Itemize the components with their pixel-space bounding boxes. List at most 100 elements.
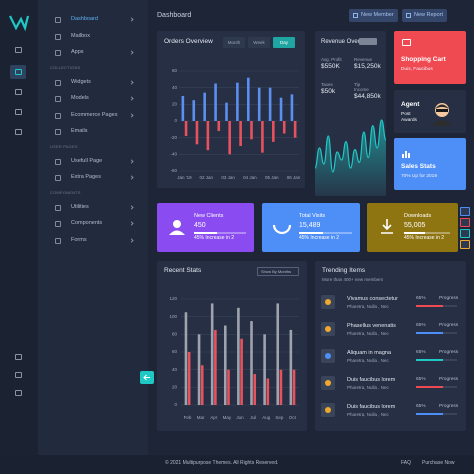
bar: [239, 121, 242, 146]
footer-link[interactable]: FAQ: [401, 460, 412, 466]
menu-item[interactable]: Widgets: [71, 78, 91, 85]
tab-label[interactable]: Month: [227, 39, 241, 45]
x-tick-label: 06 Jan: [287, 175, 301, 180]
y-tick-label: -60: [170, 168, 177, 173]
menu-icon: [55, 17, 61, 23]
x-tick-label: Jun: [236, 415, 244, 420]
chevron: [129, 112, 134, 118]
stat-progress: [194, 232, 218, 234]
x-tick-label: Jul: [250, 415, 256, 420]
menu-item[interactable]: Mailbox: [71, 32, 90, 39]
cart-icon: [402, 39, 411, 46]
stat-progress: [299, 232, 323, 234]
x-tick-label: 04 Jan: [243, 175, 257, 180]
dropdown-label[interactable]: Show By Months: [261, 269, 292, 274]
menu-item[interactable]: Components: [71, 220, 103, 226]
y-tick-label: 40: [172, 85, 178, 90]
item-percent: 65%: [416, 377, 426, 382]
section-title: COMPONENTS: [50, 189, 81, 195]
x-tick-label: Jan '19: [177, 175, 192, 180]
visits-icon: [272, 224, 292, 235]
item-name: Duis faucibus lorem: [347, 377, 396, 383]
page-title: Dashboard: [157, 12, 192, 19]
bar: [192, 100, 196, 121]
header-button[interactable]: New Report: [402, 9, 447, 22]
item-status: Progress: [439, 350, 459, 355]
y-tick-label: 120: [169, 296, 177, 301]
chart: [272, 224, 292, 235]
chevron: [129, 79, 134, 85]
header-button[interactable]: New Member: [349, 9, 398, 22]
menu-item[interactable]: Extra Pages: [71, 174, 101, 180]
menu-icon: [55, 175, 61, 181]
menu-item[interactable]: Emails: [71, 128, 88, 134]
bar: [181, 96, 185, 121]
collapse-button[interactable]: [140, 371, 154, 384]
side-card-subtitle: Post Awards: [401, 112, 417, 123]
nav-icon: [15, 354, 22, 360]
x-tick-label: May: [223, 415, 232, 420]
button-label[interactable]: New Member: [361, 12, 394, 18]
x-tick-label: Apr: [210, 415, 218, 420]
item-name: Duis faucibus lorem: [347, 404, 396, 410]
y-tick-label: 100: [169, 314, 177, 319]
bar: [236, 82, 239, 121]
button-label[interactable]: New Report: [414, 12, 444, 18]
item-icon-glyph: [325, 380, 331, 386]
menu-icon: [55, 129, 61, 135]
menu-icon: [55, 50, 61, 56]
stat-card: Downloads 55,005 45% Increase in 2: [367, 203, 458, 252]
side-card-title: Sales Stats: [401, 163, 436, 170]
bar: [253, 374, 257, 405]
tab[interactable]: Month: [223, 37, 245, 48]
bar: [250, 121, 253, 140]
icon-strip: [0, 0, 38, 455]
footer: © 2021 Multipurpose Themes. All Rights R…: [0, 455, 474, 474]
chevron: [129, 96, 134, 101]
menu-icon: [55, 204, 61, 211]
bar: [197, 334, 201, 405]
footer-link[interactable]: Purchase Now: [422, 460, 455, 466]
bar: [187, 352, 191, 405]
tab[interactable]: Week: [248, 37, 270, 48]
item-icon-glyph: [325, 326, 331, 332]
tab-label[interactable]: Day: [279, 39, 288, 45]
chevron: [129, 204, 134, 210]
stat-title: New Clients: [194, 213, 224, 219]
bar: [237, 307, 240, 405]
menu-item[interactable]: Ecommerce Pages: [71, 111, 118, 118]
float-icon[interactable]: [460, 218, 470, 227]
stat-label: Tip Income: [354, 82, 369, 93]
stats-icon: [408, 153, 410, 158]
menu-item[interactable]: Models: [71, 95, 89, 101]
float-icon[interactable]: [460, 240, 470, 249]
menu-item[interactable]: Forms: [71, 236, 87, 243]
float-icon[interactable]: [460, 207, 470, 216]
bar: [214, 329, 217, 405]
item-status: Progress: [439, 296, 459, 301]
logo: [9, 15, 30, 32]
menu-item[interactable]: Utilities: [71, 203, 89, 210]
stat-title: Total Visits: [299, 213, 326, 219]
chart: [9, 15, 30, 32]
menu-item[interactable]: Usefull Page: [71, 157, 103, 164]
nav-icon: [15, 372, 22, 378]
stat-value: $50k: [321, 88, 336, 95]
area: [315, 120, 386, 196]
avatar-glasses: [436, 109, 448, 112]
item-percent: 65%: [416, 296, 426, 301]
dropdown[interactable]: Show By Months: [257, 267, 299, 276]
float-icon[interactable]: [460, 229, 470, 238]
chevron: [129, 175, 134, 180]
card-title: Recent Stats: [164, 267, 202, 274]
tab[interactable]: Day: [273, 37, 295, 48]
tab-label[interactable]: Week: [253, 39, 265, 45]
y-tick-label: 60: [172, 68, 178, 73]
item-icon-glyph: [325, 299, 331, 305]
stat-value: $15,250k: [354, 63, 381, 70]
menu-item[interactable]: Dashboard: [71, 16, 98, 22]
stats-icon: [405, 151, 407, 158]
button-icon: [353, 13, 358, 18]
menu-item[interactable]: Apps: [71, 49, 84, 55]
x-tick-label: Feb: [184, 415, 192, 420]
